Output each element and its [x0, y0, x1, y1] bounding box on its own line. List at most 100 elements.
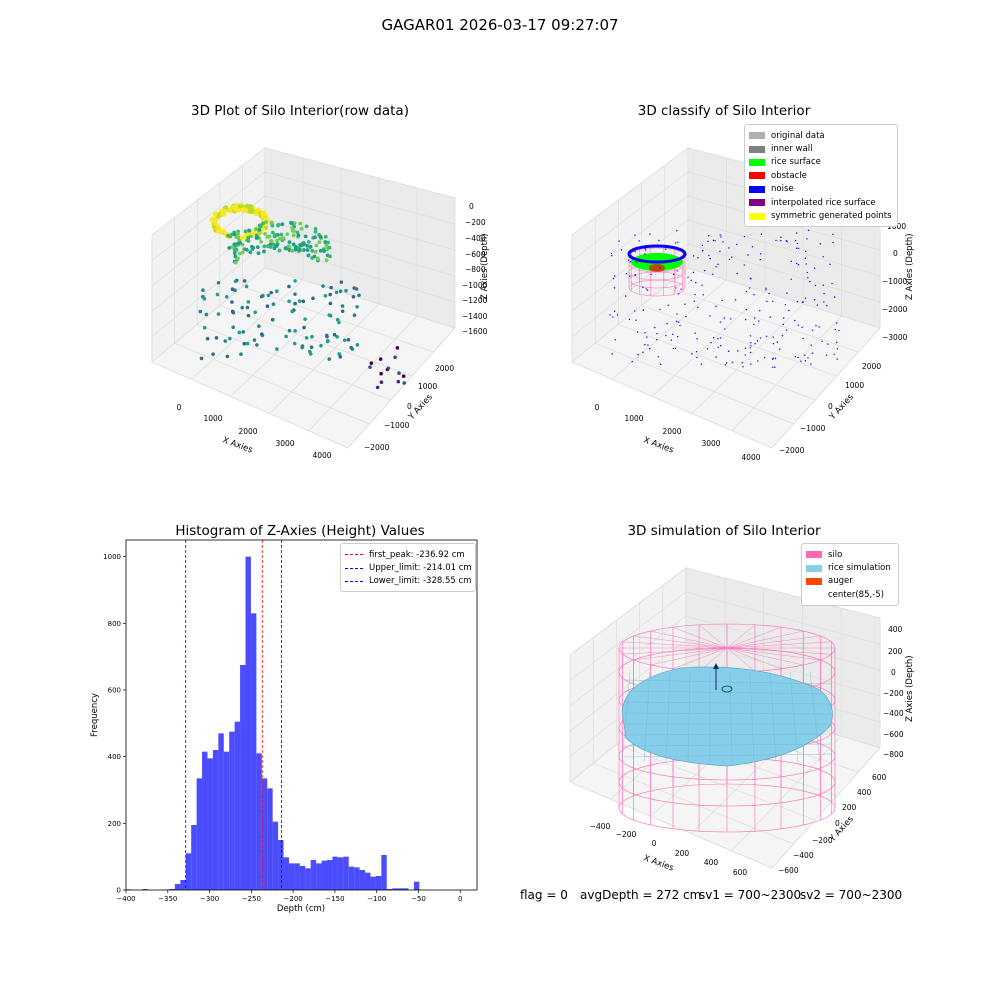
classify3d-title: 3D classify of Silo Interior [637, 103, 811, 119]
legend-label: symmetric generated points [771, 211, 892, 222]
noise-point [835, 341, 838, 344]
classify3d-ztick-1: 0 [893, 249, 898, 258]
point-cloud-dot [237, 330, 242, 335]
noise-point [775, 239, 777, 242]
noise-point [719, 234, 721, 236]
noise-point [646, 289, 649, 291]
point-cloud-dot [310, 248, 315, 253]
histogram-xtick-label: −200 [284, 895, 303, 903]
point-cloud-dot [328, 301, 333, 306]
point-cloud-dot [292, 221, 297, 226]
noise-point [782, 317, 785, 319]
noise-point [785, 240, 788, 242]
sv1-text: sv1 = 700~2300 [699, 888, 802, 902]
point-cloud-dot [240, 250, 245, 255]
noise-point [694, 293, 696, 296]
noise-point [795, 262, 798, 265]
noise-point [736, 243, 738, 246]
point-cloud-dot [237, 251, 242, 256]
noise-point [712, 239, 715, 242]
noise-point [703, 269, 706, 272]
noise-point [644, 253, 646, 255]
point-cloud-dot [302, 325, 306, 330]
noise-point [833, 353, 835, 355]
noise-point [637, 353, 639, 356]
point-cloud-dot [242, 279, 247, 283]
noise-point [749, 335, 752, 337]
point-cloud-dot [352, 313, 357, 318]
noise-point [610, 252, 613, 255]
noise-point [693, 300, 696, 302]
noise-point [717, 263, 719, 265]
point-cloud-dot [328, 292, 333, 297]
noise-point [819, 243, 822, 245]
grid-line [569, 591, 687, 681]
point-cloud-dot [276, 222, 281, 227]
point-cloud-dot [298, 221, 303, 226]
raw3d-ztick-3: −600 [465, 250, 486, 259]
noise-point [796, 242, 799, 245]
point-cloud-dot [287, 240, 292, 245]
noise-point [768, 292, 770, 295]
point-cloud-dot [305, 243, 310, 248]
noise-point [638, 240, 641, 242]
histogram-frame [125, 539, 478, 891]
silo-roof-line [622, 641, 728, 649]
legend-item: inner wall [749, 142, 891, 155]
histogram-bar [413, 881, 420, 890]
noise-point [836, 322, 838, 324]
rice-mesh-line [643, 671, 651, 763]
point-cloud-dot [401, 374, 406, 378]
noise-point [833, 296, 836, 298]
noise-point [774, 357, 777, 360]
silo-roof-line [726, 624, 756, 649]
noise-point [635, 319, 637, 321]
point-cloud-dot [327, 245, 332, 250]
point-cloud-dot [245, 341, 250, 346]
legend-swatch [749, 172, 765, 180]
point-cloud-dot [253, 211, 259, 216]
grid-line [611, 279, 727, 380]
histogram-bar [196, 778, 203, 890]
point-cloud-dot [322, 249, 326, 254]
noise-point [813, 299, 816, 301]
point-cloud-dot [395, 346, 400, 350]
legend-label: first_peak: -236.92 cm [369, 549, 465, 560]
noise-point [741, 361, 744, 364]
point-cloud-dot [344, 288, 348, 293]
noise-point [695, 281, 697, 284]
point-cloud-dot [232, 247, 237, 252]
noise-point [695, 351, 698, 353]
histogram-bar [207, 758, 213, 890]
noise-point [612, 316, 614, 318]
point-cloud-dot [293, 279, 297, 283]
noise-point [654, 326, 656, 329]
histogram-bar [370, 876, 376, 890]
noise-point [797, 356, 799, 359]
sim3d-xtick-0: −400 [590, 822, 611, 831]
histogram-ytick-label: 0 [117, 887, 121, 895]
point-cloud-dot [349, 345, 354, 350]
point-cloud-dot [293, 247, 298, 252]
histogram-xtick-label: 0 [458, 895, 462, 903]
classify3d-xtick-2: 2000 [662, 427, 681, 436]
legend-item: Lower_limit: -328.55 cm [345, 575, 471, 588]
point-cloud-dot [223, 339, 228, 343]
point-cloud-dot [369, 361, 374, 365]
point-cloud-dot [270, 317, 275, 322]
noise-point [701, 249, 704, 252]
noise-point [790, 260, 792, 263]
grid-line [269, 303, 380, 414]
raw3d-ztick-2: −400 [465, 234, 486, 243]
noise-point [723, 317, 725, 319]
noise-point [811, 352, 814, 354]
sim3d-xlabel: X Axies [642, 853, 675, 873]
noise-point [750, 345, 752, 347]
point-cloud-dot [301, 248, 306, 252]
noise-point [786, 292, 788, 294]
rice-mesh-line [749, 671, 755, 763]
legend-swatch [806, 591, 822, 598]
noise-point [677, 335, 679, 338]
histogram-bar [180, 880, 186, 890]
point-cloud-dot [337, 352, 341, 356]
